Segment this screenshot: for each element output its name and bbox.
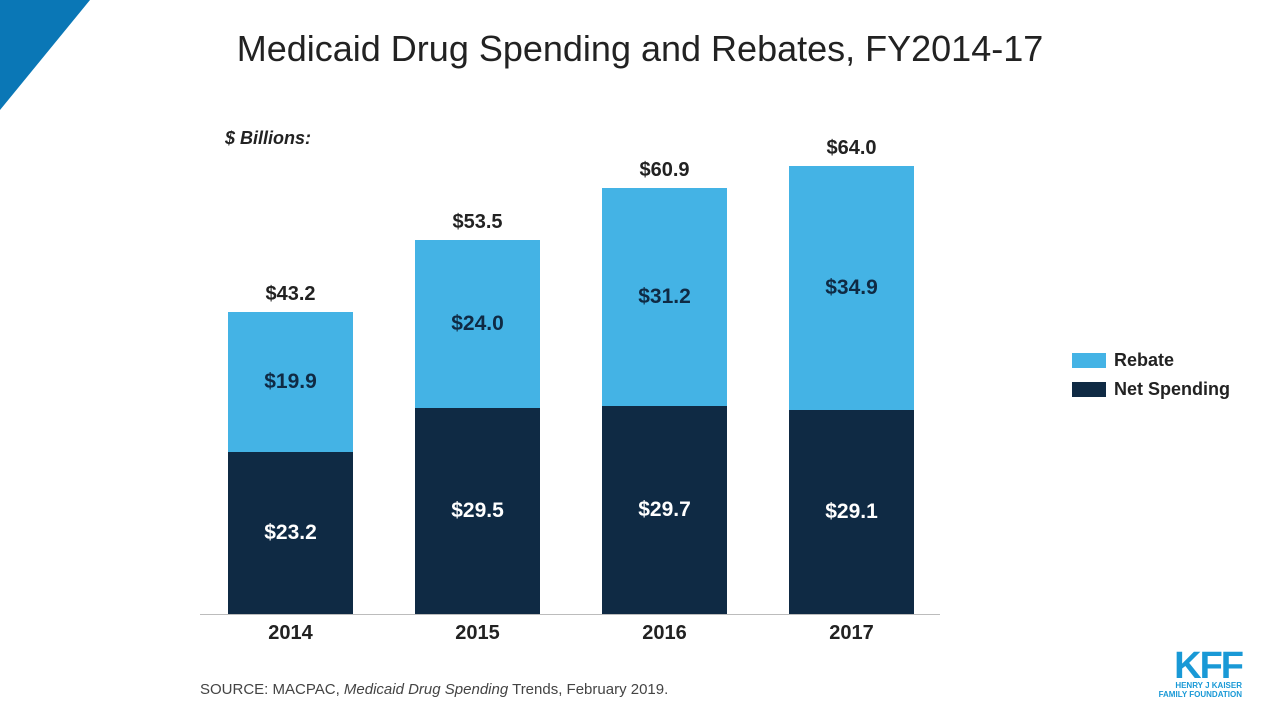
bar-x-label: 2017 <box>789 622 914 645</box>
bar-segment-rebate: $24.0 <box>415 240 540 408</box>
source-prefix: SOURCE: MACPAC, <box>200 681 344 698</box>
bar-total-label: $53.5 <box>415 211 540 234</box>
bar-x-label: 2016 <box>602 622 727 645</box>
bar-segment-rebate: $19.9 <box>228 312 353 451</box>
legend-label: Rebate <box>1114 350 1174 371</box>
bar-segment-net: $29.7 <box>602 406 727 614</box>
legend-item: Rebate <box>1072 350 1230 371</box>
bar-segment-net: $29.1 <box>789 410 914 614</box>
chart-title: Medicaid Drug Spending and Rebates, FY20… <box>0 28 1280 70</box>
chart-plot-area: $43.2$19.9$23.22014 $53.5$24.0$29.52015 $6… <box>200 125 940 615</box>
bar-group: $43.2$19.9$23.22014 <box>228 312 353 614</box>
bar-group: $60.9$31.2$29.72016 <box>602 188 727 614</box>
source-citation: SOURCE: MACPAC, Medicaid Drug Spending T… <box>200 681 668 698</box>
legend-swatch <box>1072 353 1106 368</box>
source-suffix: Trends, February 2019. <box>508 681 668 698</box>
kff-logo-text: KFF <box>1159 650 1242 682</box>
bar-total-label: $60.9 <box>602 159 727 182</box>
bar-x-label: 2014 <box>228 622 353 645</box>
legend-label: Net Spending <box>1114 379 1230 400</box>
legend: Rebate Net Spending <box>1072 350 1230 408</box>
source-italic: Medicaid Drug Spending <box>344 681 508 698</box>
bar-x-label: 2015 <box>415 622 540 645</box>
bar-total-label: $64.0 <box>789 137 914 160</box>
kff-logo-line2: FAMILY FOUNDATION <box>1159 691 1242 700</box>
bar-segment-net: $23.2 <box>228 452 353 614</box>
kff-logo: KFF HENRY J KAISER FAMILY FOUNDATION <box>1159 650 1242 700</box>
bar-group: $53.5$24.0$29.52015 <box>415 240 540 615</box>
bar-total-label: $43.2 <box>228 283 353 306</box>
bar-segment-rebate: $31.2 <box>602 188 727 406</box>
legend-item: Net Spending <box>1072 379 1230 400</box>
legend-swatch <box>1072 382 1106 397</box>
bar-group: $64.0$34.9$29.12017 <box>789 166 914 614</box>
bar-segment-rebate: $34.9 <box>789 166 914 410</box>
bar-segment-net: $29.5 <box>415 408 540 615</box>
